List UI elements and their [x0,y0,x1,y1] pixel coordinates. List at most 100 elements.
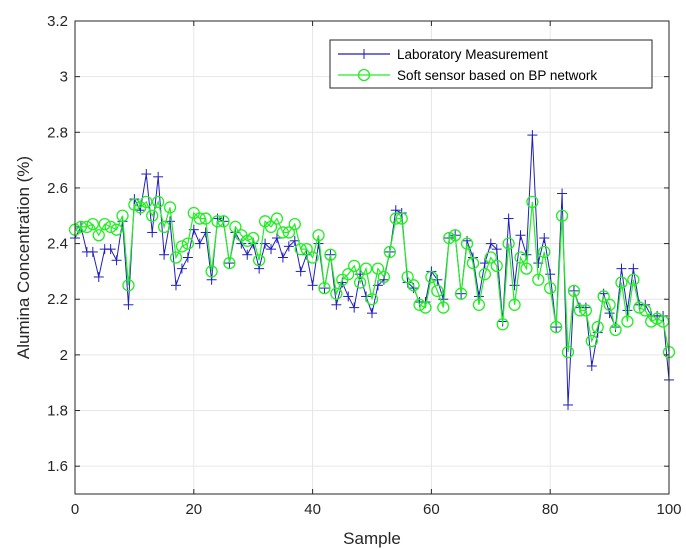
data-point-circle [193,212,206,225]
data-point-plus [557,188,568,199]
legend-item-soft-sensor: Soft sensor based on BP network [338,68,597,83]
data-point-plus [485,238,496,249]
data-point-circle [443,231,456,245]
data-point-circle [561,345,575,359]
x-tick-label: 80 [542,501,559,518]
data-point-circle [324,248,337,261]
data-point-plus [295,266,306,277]
data-point-circle [371,262,385,275]
data-point-circle [312,229,325,242]
data-point-plus [289,235,300,246]
data-point-circle [472,298,486,311]
legend-box [329,39,653,89]
x-tick-label: 60 [423,501,440,518]
data-point-plus [586,361,597,372]
data-point-plus [266,244,277,255]
data-point-circle [229,220,242,234]
y-tick-label: 2.4 [47,236,68,253]
data-point-plus [141,169,152,180]
legend-item-laboratory-measurement: Laboratory Measurement [338,47,548,62]
data-point-circle [140,195,153,209]
data-point-circle [538,245,551,259]
data-point-circle [567,284,581,298]
data-point-circle [597,290,610,303]
data-point-circle [199,212,212,225]
plot-frame [74,20,670,495]
data-point-circle [157,220,171,234]
data-point-circle [520,262,533,275]
data-point-circle [152,195,165,209]
data-point-circle [163,201,177,214]
data-point-circle [247,231,260,245]
data-point-circle [621,315,634,328]
data-point-plus [628,263,639,274]
series-line [74,199,670,353]
data-point-circle [526,195,539,209]
data-point-circle [609,323,622,336]
data-point-circle [508,298,521,311]
data-point-circle [288,217,301,231]
x-axis-label: Sample [343,529,401,548]
data-point-circle [514,251,527,264]
data-point-circle [217,215,230,228]
data-point-circle [449,229,462,242]
y-tick-label: 3 [60,69,68,86]
ticks: 0 20 40 60 80 100 1.6 1.8 2 2.2 2.4 2.6 2.8 3 3.2 [47,13,681,518]
data-point-circle [603,298,616,311]
data-point-circle [318,281,331,295]
data-point-plus [343,291,354,302]
data-point-plus [105,244,116,255]
data-point-circle [359,262,373,275]
data-point-circle [146,209,159,222]
data-point-circle [223,256,236,270]
data-point-plus [331,299,342,310]
data-point-plus [176,263,187,274]
data-point-circle [264,220,278,234]
data-point-circle [454,287,468,300]
plot-area [75,21,669,494]
data-point-circle [401,270,414,284]
legend-label-soft-sensor: Soft sensor based on BP network [397,68,597,83]
y-tick-label: 2.6 [47,180,68,197]
data-point-circle [348,259,361,272]
y-axis-label: Alumina Concentration (%) [14,156,33,359]
y-tick-label: 2.8 [47,124,68,141]
data-point-circle [389,212,402,225]
series-layer [68,130,676,410]
data-point-circle [377,270,391,284]
data-point-circle [110,223,123,236]
y-tick-label: 2.2 [47,291,68,308]
data-point-plus [200,227,211,238]
data-point-circle [532,273,545,286]
data-point-circle [484,251,497,264]
data-point-circle [169,251,183,264]
data-point-circle [425,270,438,284]
legend-marker-circle [357,68,371,82]
data-point-plus [87,246,98,257]
data-point-plus [194,238,205,249]
x-tick-label: 0 [71,501,79,518]
data-point-circle [466,256,480,270]
data-point-plus [159,249,170,260]
legend: Laboratory Measurement Soft sensor based… [329,39,653,89]
data-point-plus [527,130,538,141]
data-point-circle [365,293,379,306]
data-point-circle [252,254,266,267]
data-point-circle [633,301,646,314]
data-point-circle [122,279,135,292]
data-point-circle [555,209,569,222]
data-point-circle [544,281,557,295]
data-point-circle [383,245,396,259]
data-point-circle [549,320,563,334]
data-point-circle [128,198,141,211]
data-point-plus [283,241,294,252]
data-point-circle [395,212,408,225]
y-tick-label: 2 [60,347,68,364]
data-point-circle [650,312,664,325]
data-point-circle [478,268,492,281]
data-point-circle [419,301,432,314]
data-point-plus [182,252,193,263]
data-point-circle [627,273,640,286]
data-point-plus [367,308,377,319]
data-point-circle [86,217,99,231]
